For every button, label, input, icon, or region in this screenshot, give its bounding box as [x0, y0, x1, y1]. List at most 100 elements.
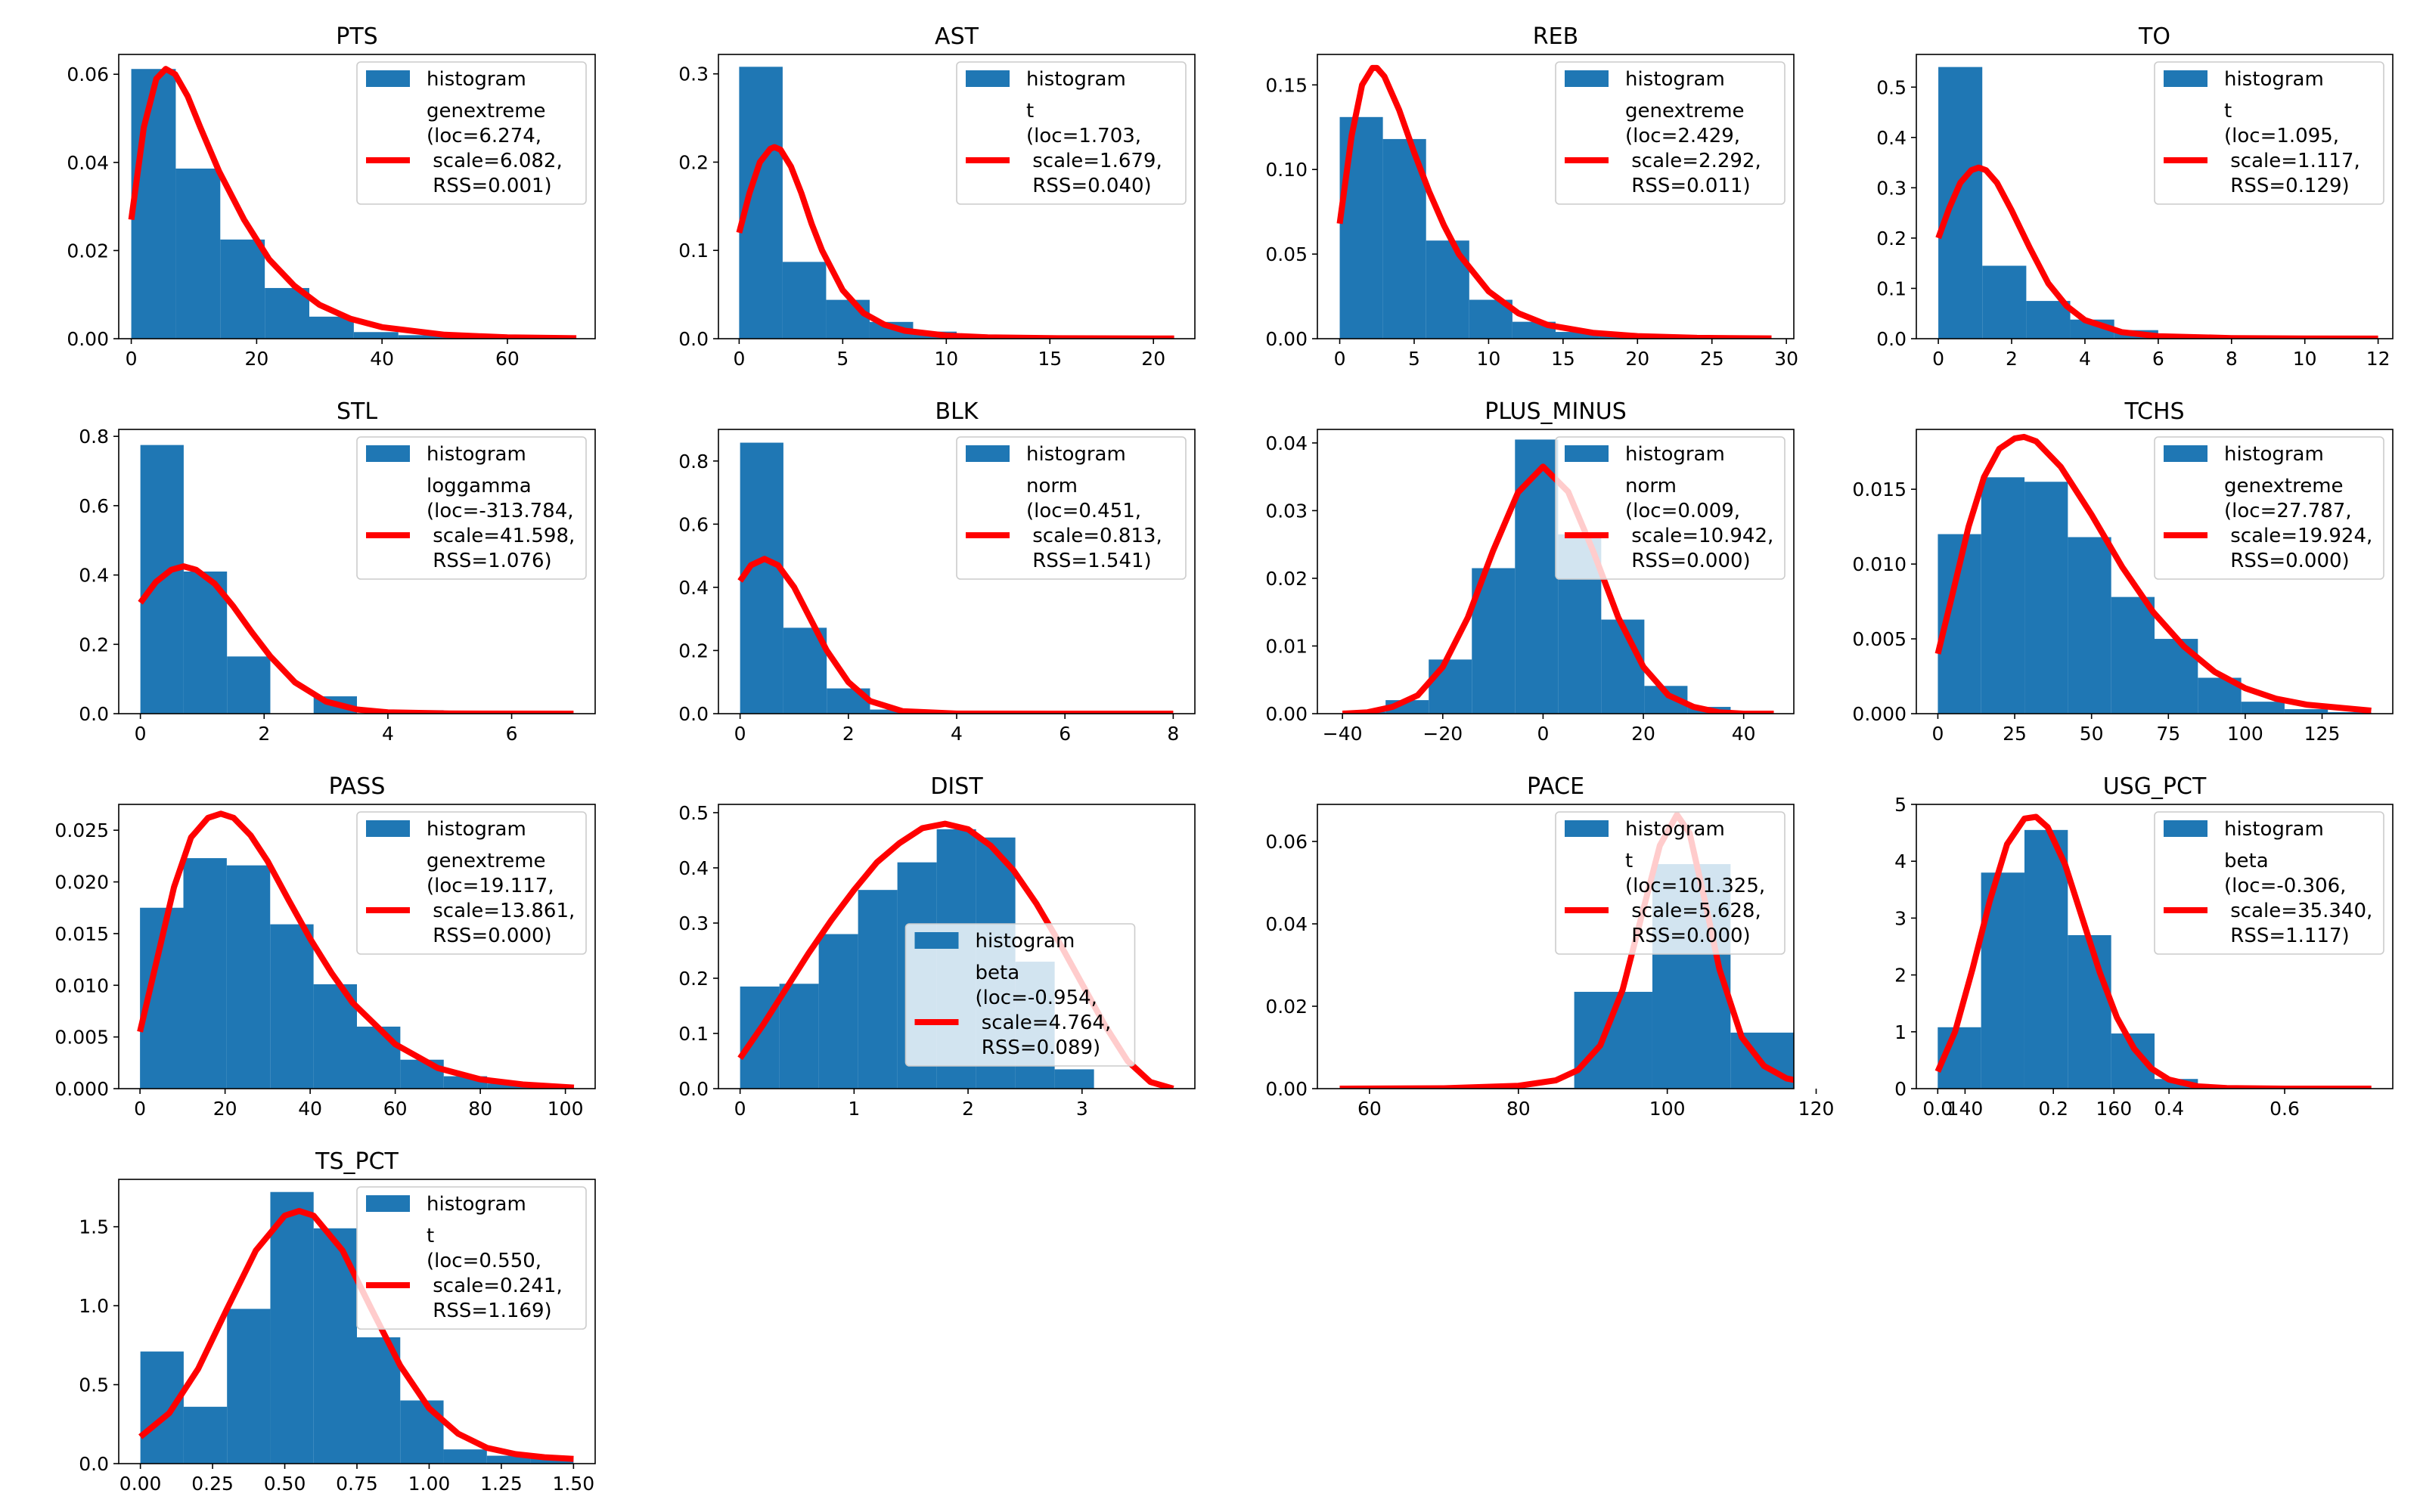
histogram-bar [270, 924, 314, 1089]
legend-fit-label-line: norm [1625, 475, 1677, 497]
x-tick-label: 10 [2293, 348, 2317, 370]
x-tick-label: 4 [2079, 348, 2091, 370]
plot-area [137, 810, 575, 1089]
histogram-bar [140, 1351, 184, 1464]
legend-box [2154, 811, 2384, 955]
fitted-pdf-line [137, 810, 575, 1089]
x-tick-label: 160 [2096, 1098, 2132, 1120]
x-tick-label: 100 [548, 1098, 584, 1120]
y-tick-label: 0.3 [1876, 177, 1907, 199]
plot-area [1934, 813, 2372, 1089]
histogram-bar [400, 1400, 444, 1464]
legend-fit-label-line: (loc=2.429, [1625, 125, 1740, 147]
legend-fit-label-line: RSS=0.000) [1625, 550, 1751, 572]
y-tick-label: 0.8 [79, 426, 109, 448]
y-tick-label: 0.00 [67, 328, 109, 350]
histogram-bar [2024, 482, 2068, 714]
plot-area [128, 66, 577, 339]
legend-fit-label-line: (loc=1.703, [1026, 125, 1141, 147]
y-tick-label: 0.3 [678, 912, 709, 934]
panel-to: TO 0 2 4 6 8 10 12 0.0 0.1 0.2 0.3 0.4 0.5 histogram t (… [1876, 23, 2394, 370]
legend-fit-label-line: scale=0.813, [1026, 525, 1162, 547]
legend: histogram norm (loc=0.009, scale=10.942, R… [1555, 436, 1786, 580]
panel-pass: PASS 0 20 40 60 80 100 0.000 0.005 0.010 0.015 0.02… [54, 773, 596, 1120]
plot-area [736, 67, 1174, 339]
legend-histogram-swatch [366, 820, 410, 837]
histogram-bar [2284, 709, 2328, 714]
histogram-bar [2111, 596, 2155, 714]
legend-fit-label-line: (loc=19.117, [427, 875, 554, 897]
y-tick-label: 0.06 [1265, 831, 1308, 853]
legend-fit-label-line: scale=10.942, [1625, 525, 1773, 547]
legend-fit-label-line: (loc=0.451, [1026, 500, 1141, 522]
legend-fit-label-line: scale=1.679, [1026, 150, 1162, 172]
panel-usg-pct: USG_PCT 0.0 0.2 0.4 0.6 0 1 2 3 4 5 histogram beta (l… [1894, 773, 2394, 1120]
axes-frame [1317, 804, 1795, 1089]
y-tick-label: 3 [1894, 907, 1907, 929]
x-tick-label: 120 [1798, 1098, 1835, 1120]
x-tick-label: 0.75 [336, 1473, 378, 1495]
legend-box [1555, 811, 1786, 955]
legend-fit-label-line: genextreme [1625, 100, 1745, 122]
legend-histogram-label: histogram [427, 818, 526, 841]
fitted-pdf-line [1336, 64, 1772, 339]
y-tick-label: 0.015 [1852, 479, 1907, 500]
panel-title: DIST [930, 773, 983, 800]
histogram-bar [265, 287, 309, 339]
fitted-pdf-line [138, 1207, 574, 1462]
legend-histogram-swatch [366, 445, 410, 462]
y-tick-label: 0.04 [1265, 432, 1308, 454]
y-tick-label: 2 [1894, 965, 1907, 987]
histogram-bar [2068, 934, 2111, 1089]
histogram-bar [270, 1191, 314, 1464]
x-tick-label: 80 [1506, 1098, 1531, 1120]
x-tick-label: 0 [1537, 723, 1549, 745]
y-tick-label: 0.0 [79, 1453, 109, 1475]
legend: histogram genextreme (loc=2.429, scale=2.2… [1555, 61, 1786, 205]
x-tick-label: 0.0 [1922, 1098, 1953, 1120]
legend-fit-label-line: genextreme [427, 100, 546, 122]
panel-title: PACE [1527, 773, 1584, 800]
y-tick-label: 1 [1894, 1021, 1907, 1043]
y-tick-label: 0.00 [1265, 703, 1308, 725]
x-tick-label: 4 [951, 723, 963, 745]
histogram-bar [183, 1406, 228, 1464]
fitted-pdf-line [1935, 164, 2378, 339]
legend: histogram loggamma (loc=-313.784, scale=41… [356, 436, 587, 580]
legend-fit-label-line: RSS=0.129) [2224, 175, 2350, 197]
x-tick-label: 0.00 [119, 1473, 162, 1495]
x-tick-label: 40 [298, 1098, 322, 1120]
y-tick-label: 0.8 [678, 451, 709, 472]
panel-title: TCHS [2124, 398, 2184, 425]
x-tick-label: 6 [2152, 348, 2164, 370]
legend-fit-label-line: t [2224, 100, 2232, 122]
legend-histogram-label: histogram [2224, 818, 2324, 841]
histogram-bar [2026, 301, 2071, 339]
legend-fit-label-line: scale=5.628, [1625, 900, 1761, 922]
legend: histogram genextreme (loc=6.274, scale=6.0… [356, 61, 587, 205]
legend-histogram-label: histogram [1625, 818, 1725, 841]
histogram-bar [175, 168, 221, 339]
panel-dist: DIST 0 1 2 3 0.0 0.1 0.2 0.3 0.4 0.5 histogram beta (… [678, 773, 1196, 1120]
y-tick-label: 0.2 [678, 151, 709, 173]
histogram-bar [1981, 477, 2025, 714]
y-tick-label: 0.1 [678, 240, 709, 262]
x-tick-label: 3 [1076, 1098, 1088, 1120]
panel-title: TO [2138, 23, 2170, 50]
x-tick-label: 8 [2226, 348, 2238, 370]
x-tick-label: 0 [135, 723, 147, 745]
legend-fit-label-line: scale=19.924, [2224, 525, 2372, 547]
histogram-bar [818, 934, 858, 1089]
legend-histogram-label: histogram [1026, 68, 1126, 91]
legend-histogram-swatch [2164, 445, 2207, 462]
x-tick-label: 4 [382, 723, 394, 745]
legend: histogram t (loc=1.703, scale=1.679, RSS=0… [956, 61, 1187, 205]
x-tick-label: 140 [1947, 1098, 1984, 1120]
histogram-bar [220, 239, 265, 339]
histogram-bar [779, 984, 819, 1089]
y-tick-label: 0 [1894, 1078, 1907, 1100]
y-tick-label: 0.4 [79, 565, 109, 587]
y-tick-label: 0.15 [1265, 74, 1308, 96]
